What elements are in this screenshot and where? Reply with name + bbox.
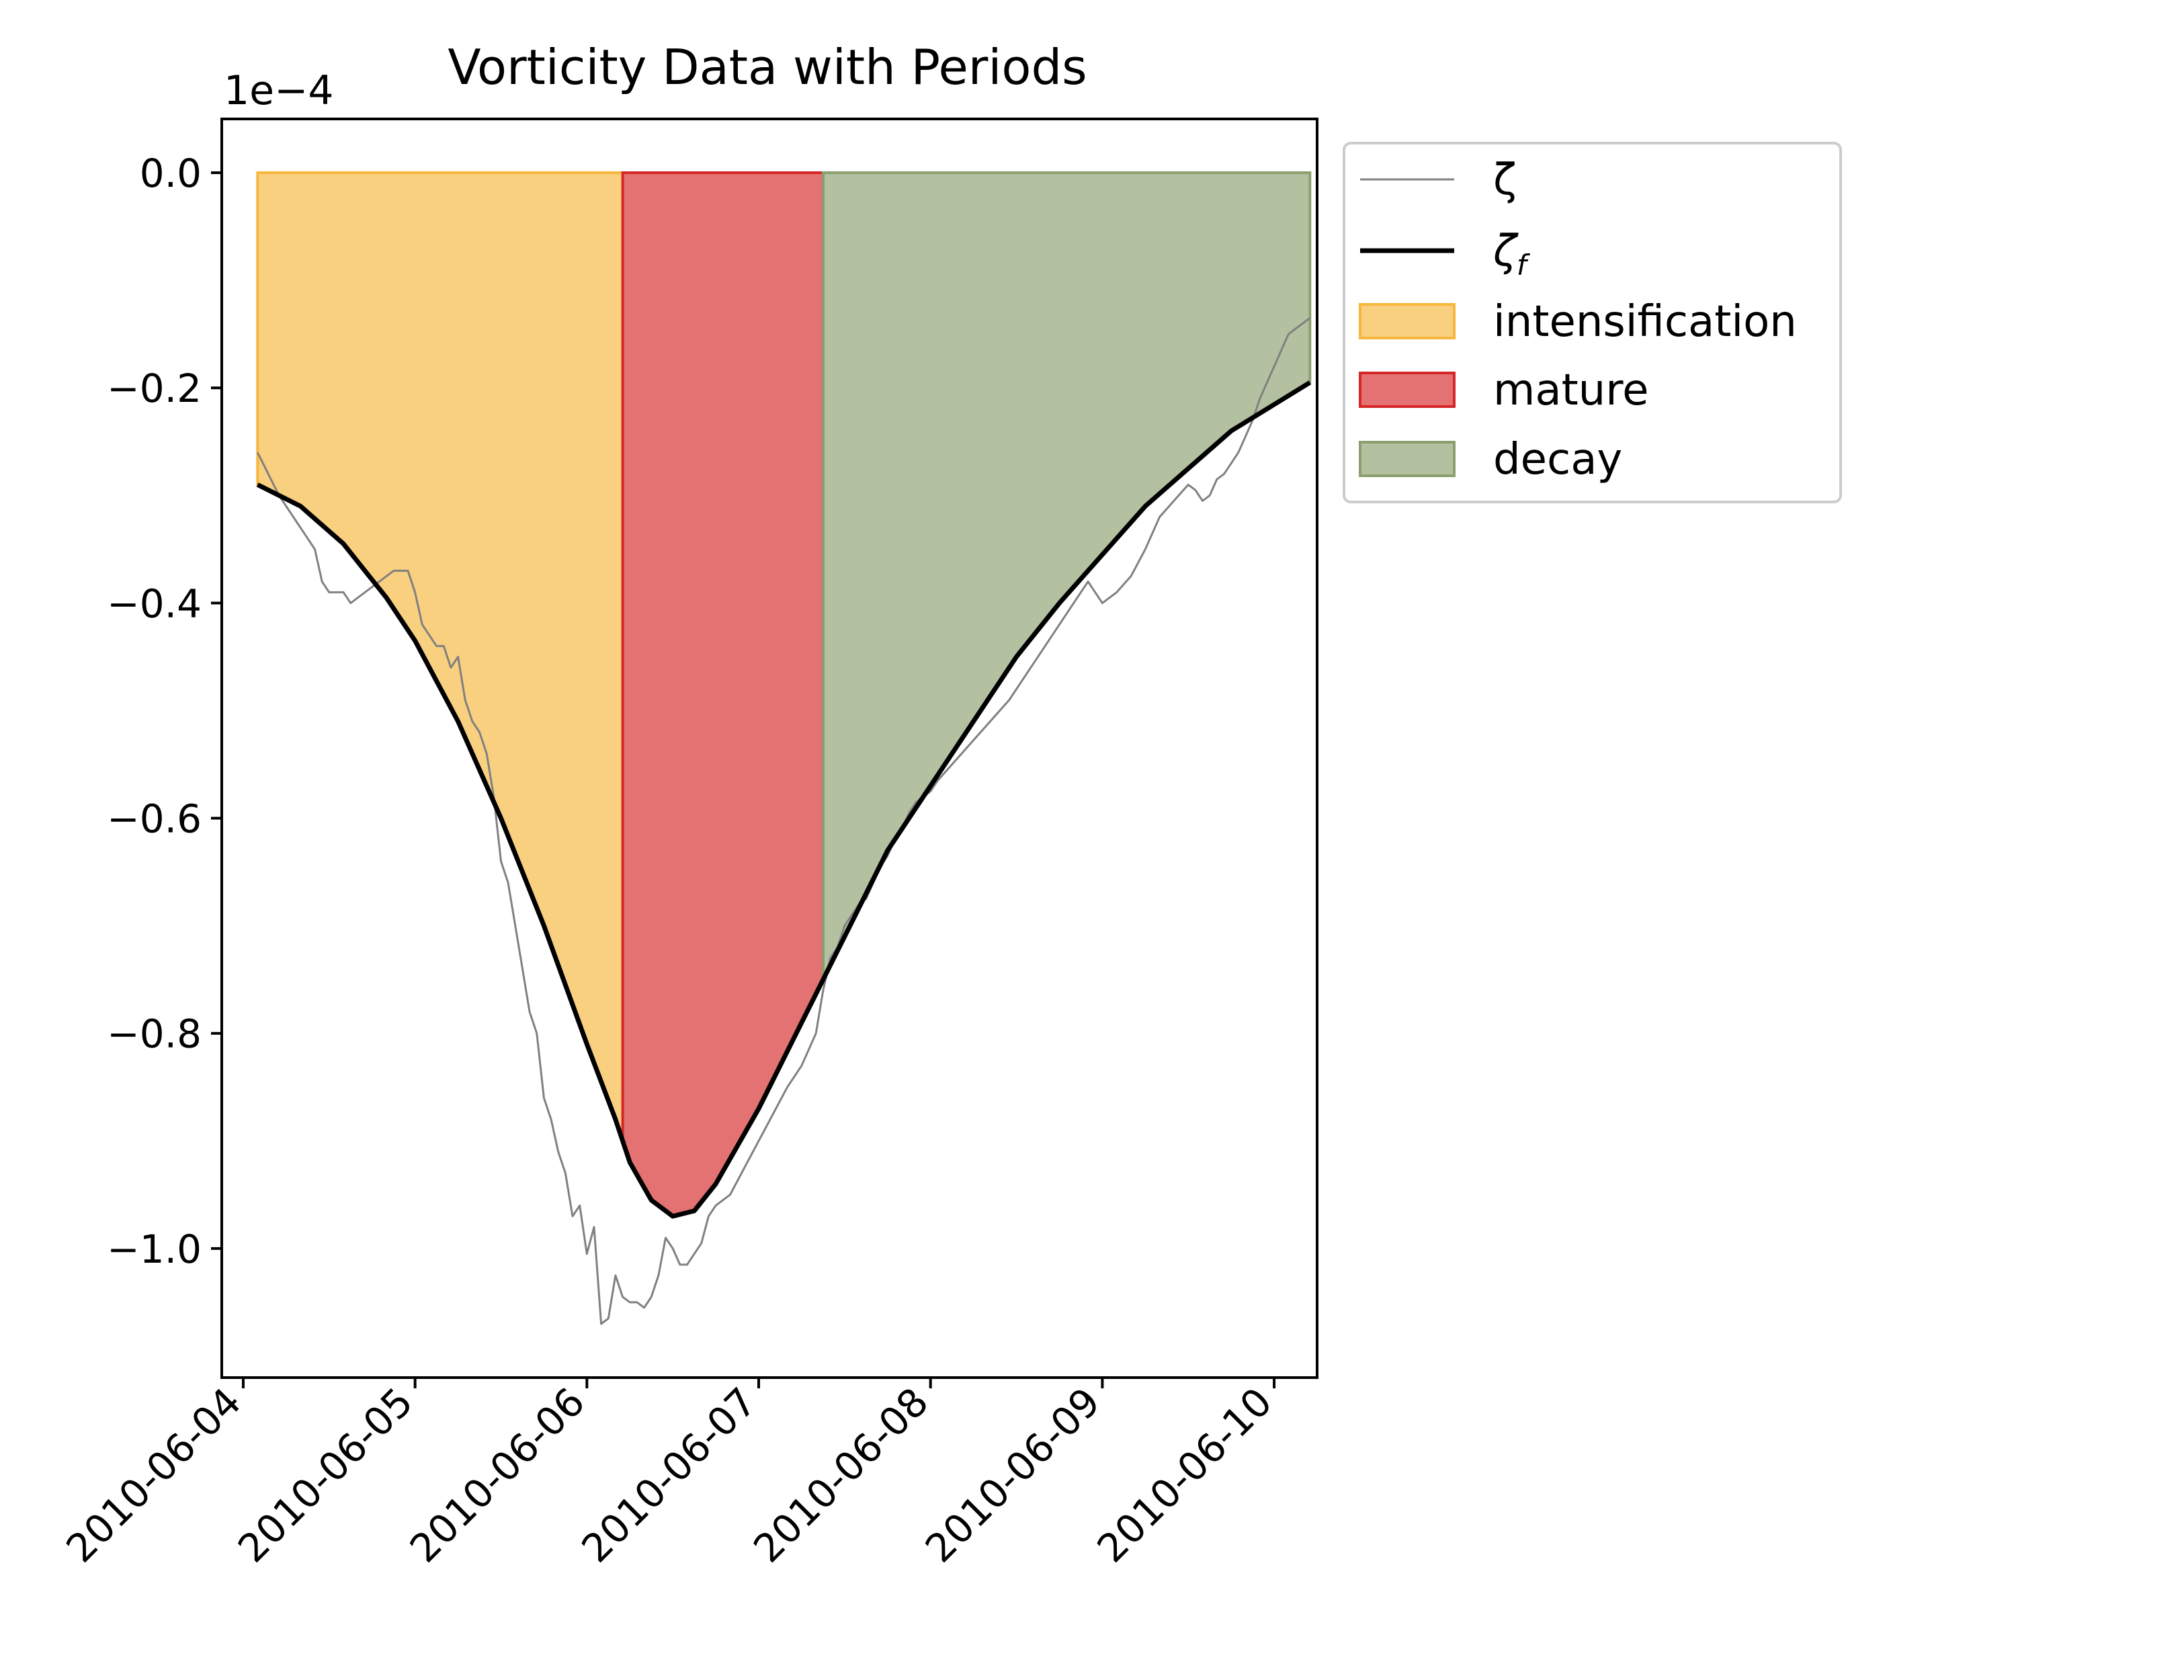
y-tick-label: −0.6 [107,796,202,842]
chart-title: Vorticity Data with Periods [448,39,1087,95]
x-tick-label: 2010-06-05 [229,1379,421,1571]
y-tick-label: 0.0 [140,151,202,196]
series-line-zeta-fit [256,380,1312,1219]
y-tick-label: −0.2 [107,366,202,411]
legend-box [1343,142,1842,503]
plot-frame [220,118,1318,1379]
x-tick-label: 2010-06-10 [1089,1379,1281,1571]
legend-label: decay [1493,435,1622,485]
series-line-zeta [256,317,1311,1325]
legend-swatch-mature [1359,372,1456,408]
x-tick-label: 2010-06-06 [401,1379,593,1571]
x-tick-label: 2010-06-04 [57,1379,249,1571]
y-offset-label: 1e−4 [224,67,334,114]
legend-swatch-decay [1359,441,1456,477]
y-tick-label: −0.8 [107,1011,202,1057]
y-tick-label: −1.0 [107,1226,202,1272]
x-tick-label: 2010-06-09 [917,1379,1109,1571]
x-axis: 2010-06-042010-06-052010-06-062010-06-07… [57,1378,1281,1571]
period-bands [256,171,1312,1218]
period-band-decay [821,171,1312,980]
x-tick-label: 2010-06-08 [745,1379,937,1571]
series-lines [256,317,1312,1325]
period-band-mature [621,171,825,1218]
x-tick-label: 2010-06-07 [573,1379,765,1571]
legend-label: mature [1493,366,1649,415]
y-tick-label: −0.4 [107,581,202,626]
legend-label: ζ [1493,155,1517,205]
y-axis: 0.0 −0.2 −0.4 −0.6 −0.8 −1.0 [107,151,222,1272]
legend-swatch-intensification [1359,303,1456,339]
legend-label: intensification [1493,297,1797,347]
